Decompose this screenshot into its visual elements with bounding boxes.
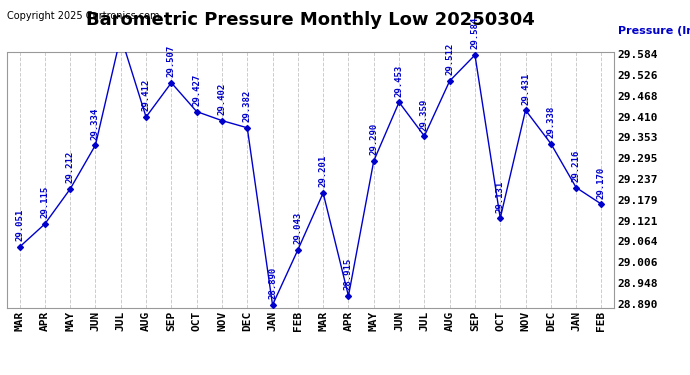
Text: 29.359: 29.359 <box>420 98 429 130</box>
Text: 29.382: 29.382 <box>243 90 252 122</box>
Text: 29.338: 29.338 <box>546 106 555 138</box>
Text: 29.507: 29.507 <box>167 45 176 77</box>
Text: 28.890: 28.890 <box>268 267 277 299</box>
Text: 29.412: 29.412 <box>141 79 150 111</box>
Text: 29.237: 29.237 <box>618 175 658 185</box>
Text: Copyright 2025 Curtronics.com: Copyright 2025 Curtronics.com <box>7 11 159 21</box>
Text: 29.051: 29.051 <box>15 209 24 242</box>
Text: 29.584: 29.584 <box>618 50 658 60</box>
Text: 29.131: 29.131 <box>495 180 505 213</box>
Text: 28.915: 28.915 <box>344 258 353 290</box>
Text: 29.334: 29.334 <box>91 107 100 140</box>
Text: 29.043: 29.043 <box>293 212 302 244</box>
Text: 29.636: 29.636 <box>0 374 1 375</box>
Text: 29.468: 29.468 <box>618 92 658 102</box>
Text: 29.410: 29.410 <box>618 113 658 123</box>
Text: 29.006: 29.006 <box>618 258 658 268</box>
Text: 29.121: 29.121 <box>618 217 658 227</box>
Text: 29.427: 29.427 <box>192 74 201 106</box>
Text: 29.453: 29.453 <box>395 64 404 97</box>
Text: 29.115: 29.115 <box>40 186 50 218</box>
Text: 28.948: 28.948 <box>618 279 658 289</box>
Text: 29.295: 29.295 <box>618 154 658 164</box>
Text: 29.216: 29.216 <box>571 150 581 182</box>
Text: 29.064: 29.064 <box>618 237 658 247</box>
Text: Pressure (Inches/Hg): Pressure (Inches/Hg) <box>618 26 690 36</box>
Text: 29.584: 29.584 <box>471 17 480 50</box>
Text: 29.212: 29.212 <box>66 151 75 183</box>
Text: 28.890: 28.890 <box>618 300 658 310</box>
Text: 29.179: 29.179 <box>618 196 658 206</box>
Text: 29.526: 29.526 <box>618 71 658 81</box>
Text: 29.201: 29.201 <box>319 155 328 188</box>
Text: 29.512: 29.512 <box>445 43 454 75</box>
Text: 29.431: 29.431 <box>521 72 530 105</box>
Text: 29.290: 29.290 <box>369 123 378 155</box>
Text: 29.353: 29.353 <box>618 133 658 143</box>
Text: Barometric Pressure Monthly Low 20250304: Barometric Pressure Monthly Low 20250304 <box>86 11 535 29</box>
Text: 29.402: 29.402 <box>217 83 226 115</box>
Text: 29.170: 29.170 <box>597 166 606 199</box>
